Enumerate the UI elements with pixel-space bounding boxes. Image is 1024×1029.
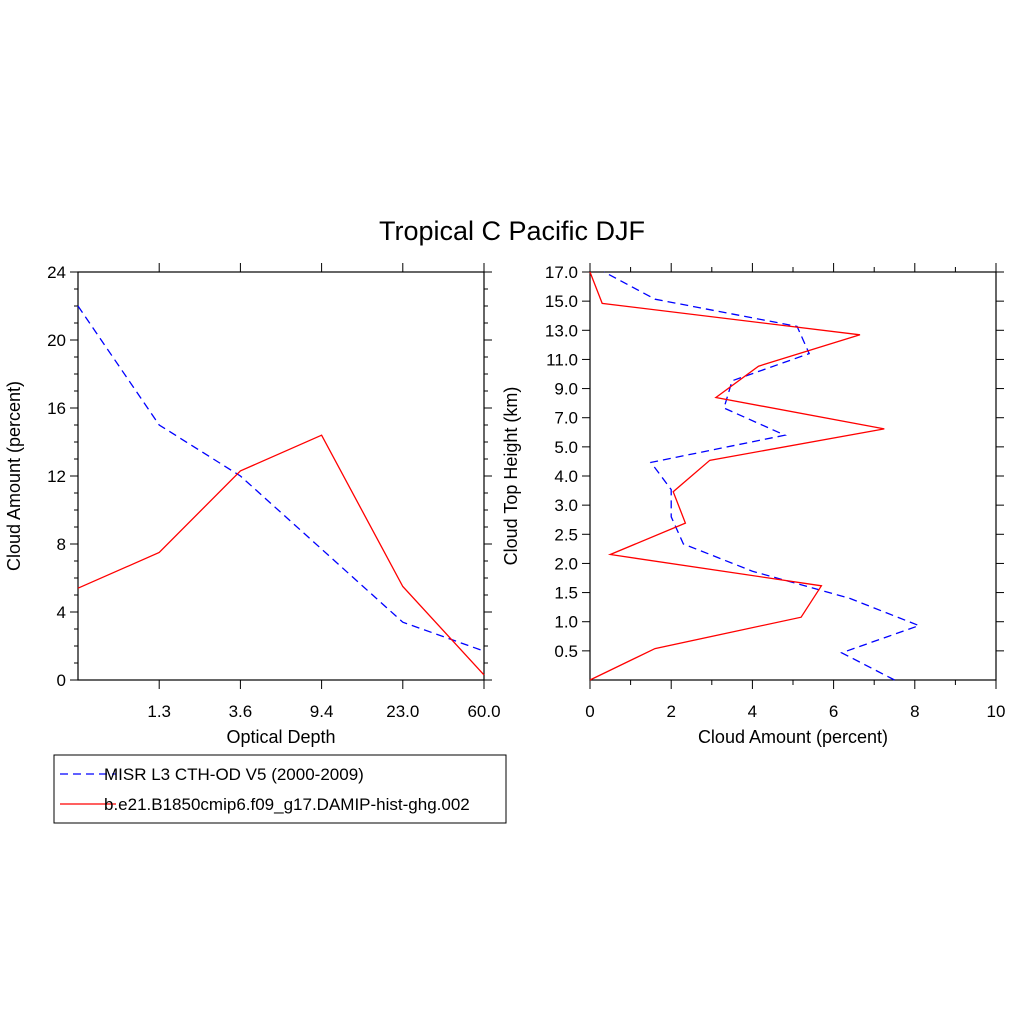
right-panel-cloud-top-height: 0.5 1.0 1.5 2.0 2.5 3.0 4.0 5.0 7.0 9.0 11.0 13.0 15… xyxy=(501,263,1005,747)
left-x-tick-label: 3.6 xyxy=(229,702,253,721)
left-y-tick-label: 16 xyxy=(47,399,66,418)
right-y-tick-label: 4.0 xyxy=(554,467,578,486)
left-series-line-misr xyxy=(77,305,485,652)
right-x-tick-label: 10 xyxy=(987,702,1006,721)
right-y-tick-label: 1.5 xyxy=(554,584,578,603)
legend: MISR L3 CTH-OD V5 (2000-2009) b.e21.B1850… xyxy=(53,754,507,824)
right-y-axis-label: Cloud Top Height (km) xyxy=(501,387,521,566)
left-x-tick-label: 9.4 xyxy=(310,702,334,721)
left-series-line-model xyxy=(77,434,485,676)
right-y-tick-label: 13.0 xyxy=(545,321,578,340)
right-x-tick-label: 2 xyxy=(666,702,675,721)
right-y-tick-label: 3.0 xyxy=(554,496,578,515)
left-panel-optical-depth: 0 4 8 12 16 20 24 1.3 3.6 9.4 23.0 60.0 Optical Dept… xyxy=(4,263,501,747)
left-y-tick-label: 24 xyxy=(47,263,66,282)
left-y-tick-label: 8 xyxy=(57,535,66,554)
right-series-line-model xyxy=(589,271,885,681)
right-y-tick-label: 17.0 xyxy=(545,263,578,282)
legend-label: MISR L3 CTH-OD V5 (2000-2009) xyxy=(104,765,364,784)
left-y-tick-label: 0 xyxy=(57,671,66,690)
right-y-tick-label: 1.0 xyxy=(554,613,578,632)
left-x-axis-label: Optical Depth xyxy=(226,727,335,747)
right-y-tick-label: 11.0 xyxy=(546,350,578,369)
left-plot-frame xyxy=(77,271,485,681)
right-y-tick-label: 7.0 xyxy=(554,409,578,428)
left-y-tick-label: 4 xyxy=(57,603,66,622)
left-y-tick-label: 20 xyxy=(47,331,66,350)
right-x-axis-label: Cloud Amount (percent) xyxy=(698,727,888,747)
left-y-axis-label: Cloud Amount (percent) xyxy=(4,381,24,571)
right-x-tick-label: 0 xyxy=(585,702,594,721)
right-y-tick-label: 2.5 xyxy=(554,525,578,544)
right-y-tick-label: 15.0 xyxy=(545,292,578,311)
right-series-line-misr xyxy=(603,271,921,681)
left-y-tick-label: 12 xyxy=(47,467,66,486)
right-y-tick-label: 5.0 xyxy=(554,438,578,457)
left-x-tick-label: 23.0 xyxy=(386,702,419,721)
left-x-tick-label: 1.3 xyxy=(147,702,171,721)
right-y-tick-label: 2.0 xyxy=(554,554,578,573)
legend-box xyxy=(53,754,507,824)
right-x-tick-label: 4 xyxy=(748,702,757,721)
left-x-tick-label: 60.0 xyxy=(467,702,500,721)
right-x-tick-label: 6 xyxy=(829,702,838,721)
right-y-tick-label: 9.0 xyxy=(554,380,578,399)
legend-label: b.e21.B1850cmip6.f09_g17.DAMIP-hist-ghg.… xyxy=(104,795,470,814)
right-x-tick-label: 8 xyxy=(910,702,919,721)
right-y-tick-label: 0.5 xyxy=(554,642,578,661)
chart-title: Tropical C Pacific DJF xyxy=(379,216,645,246)
